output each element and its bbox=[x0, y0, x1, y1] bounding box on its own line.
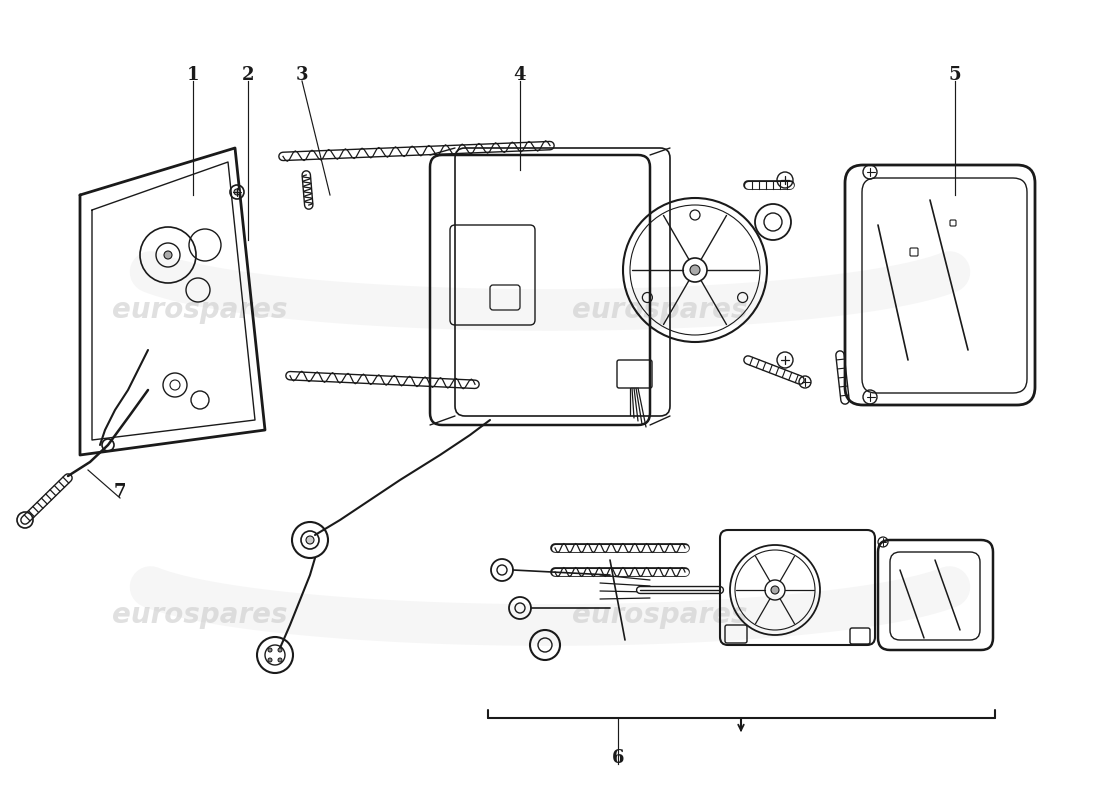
Text: 6: 6 bbox=[612, 749, 625, 767]
Text: 4: 4 bbox=[514, 66, 526, 84]
Text: 7: 7 bbox=[113, 483, 127, 501]
Text: eurospares: eurospares bbox=[112, 296, 288, 324]
Circle shape bbox=[690, 265, 700, 275]
Circle shape bbox=[771, 586, 779, 594]
Circle shape bbox=[278, 658, 282, 662]
Text: eurospares: eurospares bbox=[112, 601, 288, 629]
Circle shape bbox=[306, 536, 313, 544]
Text: eurospares: eurospares bbox=[572, 296, 748, 324]
Circle shape bbox=[234, 189, 240, 195]
Text: 5: 5 bbox=[948, 66, 961, 84]
Text: 3: 3 bbox=[296, 66, 308, 84]
Text: eurospares: eurospares bbox=[572, 601, 748, 629]
Circle shape bbox=[164, 251, 172, 259]
Circle shape bbox=[268, 648, 272, 652]
Circle shape bbox=[278, 648, 282, 652]
Text: 2: 2 bbox=[242, 66, 254, 84]
Text: 1: 1 bbox=[187, 66, 199, 84]
Circle shape bbox=[268, 658, 272, 662]
